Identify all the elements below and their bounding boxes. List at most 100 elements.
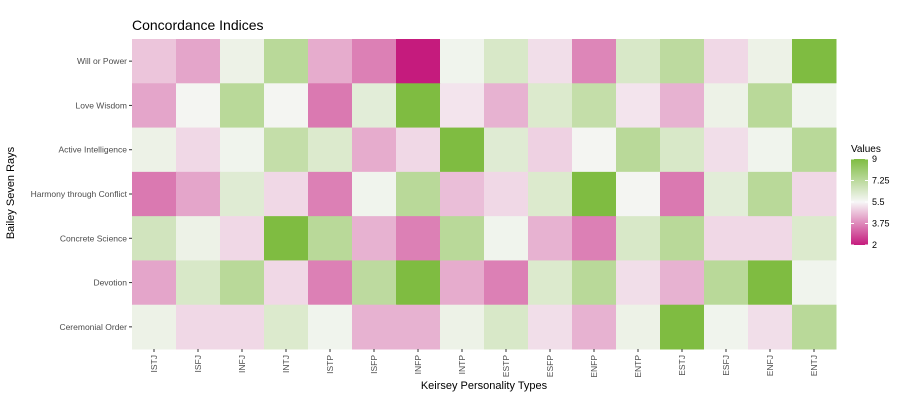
heatmap-cell (440, 39, 485, 84)
heatmap-cell (704, 171, 749, 217)
heatmap-cell (308, 39, 353, 84)
legend-label: 5.5 (872, 197, 885, 207)
heatmap-cell (220, 304, 265, 350)
x-tick-label: ISFJ (193, 355, 203, 372)
heatmap-cell (264, 260, 309, 306)
heatmap-cell (484, 260, 529, 306)
heatmap-cell (396, 83, 441, 129)
heatmap-cell (264, 304, 309, 350)
x-axis-title: Keirsey Personality Types (421, 380, 548, 392)
legend-label: 2 (872, 240, 877, 250)
heatmap-cell (572, 39, 617, 84)
heatmap-cell (264, 127, 309, 173)
heatmap-cell (264, 171, 309, 217)
heatmap-cell (792, 304, 837, 350)
heatmap-cell (572, 171, 617, 217)
heatmap-cell (572, 304, 617, 350)
heatmap-cell (352, 304, 397, 350)
heatmap-cell (528, 39, 573, 84)
heatmap-cell (704, 216, 749, 261)
heatmap-cell (528, 171, 573, 217)
heatmap-cell (264, 39, 309, 84)
heatmap-cell (132, 127, 177, 173)
heatmap-cell (792, 260, 837, 306)
heatmap-cell (220, 260, 265, 306)
heatmap-cell (264, 83, 309, 129)
heatmap-cell (616, 83, 661, 129)
heatmap-cell (440, 216, 485, 261)
x-tick-label: ENTP (633, 355, 643, 378)
y-axis-title: Bailey Seven Rays (5, 146, 17, 239)
heatmap-cell (616, 171, 661, 217)
heatmap-cell (352, 83, 397, 129)
heatmap-cell (748, 39, 793, 84)
heatmap-cell (352, 127, 397, 173)
heatmap-cell (660, 83, 705, 129)
heatmap-cell (616, 127, 661, 173)
heatmap-cell (176, 304, 221, 350)
x-tick-label: ESFP (545, 355, 555, 378)
x-tick-label: INTJ (281, 355, 291, 373)
y-tick-label: Harmony through Conflict (31, 189, 128, 199)
heatmap-cell (484, 216, 529, 261)
heatmap-cell (616, 39, 661, 84)
heatmap-cell (484, 39, 529, 84)
heatmap-cell (484, 83, 529, 129)
heatmap-cell (308, 171, 353, 217)
y-tick-label: Concrete Science (60, 233, 127, 243)
heatmap-cell (572, 260, 617, 306)
heatmap-cell (220, 171, 265, 217)
heatmap-cell (132, 216, 177, 261)
heatmap-cell (132, 39, 177, 84)
heatmap-cell (660, 171, 705, 217)
heatmap-cell (616, 216, 661, 261)
heatmap-cell (528, 304, 573, 350)
heatmap-cell (704, 260, 749, 306)
heatmap-cell (528, 260, 573, 306)
x-tick-label: ESTP (501, 355, 511, 378)
heatmap-cell (660, 260, 705, 306)
heatmap-cell (440, 83, 485, 129)
heatmap-cell (572, 127, 617, 173)
y-tick-label: Love Wisdom (76, 100, 128, 110)
heatmap-cell (748, 171, 793, 217)
legend-label: 7.25 (872, 176, 890, 186)
heatmap-cell (704, 83, 749, 129)
heatmap-cell (484, 127, 529, 173)
y-tick-label: Active Intelligence (58, 145, 127, 155)
heatmap-cell (396, 260, 441, 306)
legend-label: 3.75 (872, 219, 890, 229)
heatmap-cell (792, 127, 837, 173)
heatmap-cell (792, 216, 837, 261)
heatmap-cell (308, 304, 353, 350)
heatmap-cell (660, 304, 705, 350)
heatmap-cell (352, 216, 397, 261)
heatmap-cell (220, 216, 265, 261)
heatmap-cell (748, 260, 793, 306)
x-tick-label: INFP (413, 355, 423, 375)
x-tick-label: ENTJ (809, 355, 819, 376)
heatmap-cell (704, 304, 749, 350)
heatmap-cell (660, 39, 705, 84)
x-tick-label: ISTP (325, 355, 335, 374)
heatmap-cell (132, 304, 177, 350)
heatmap-cell (264, 216, 309, 261)
heatmap-cell (396, 39, 441, 84)
heatmap-cell (176, 260, 221, 306)
heatmap-cell (748, 83, 793, 129)
heatmap-cell (484, 304, 529, 350)
heatmap-cell (748, 304, 793, 350)
heatmap-cell (176, 171, 221, 217)
x-tick-label: ESTJ (677, 355, 687, 376)
heatmap-cell (396, 171, 441, 217)
heatmap-cell (704, 39, 749, 84)
heatmap-cell (132, 83, 177, 129)
heatmap-cell (220, 83, 265, 129)
heatmap-cell (352, 171, 397, 217)
heatmap-cell (308, 83, 353, 129)
heatmap-cell (440, 260, 485, 306)
heatmap-cell (660, 216, 705, 261)
x-tick-label: ISFP (369, 355, 379, 374)
heatmap-cell (660, 127, 705, 173)
